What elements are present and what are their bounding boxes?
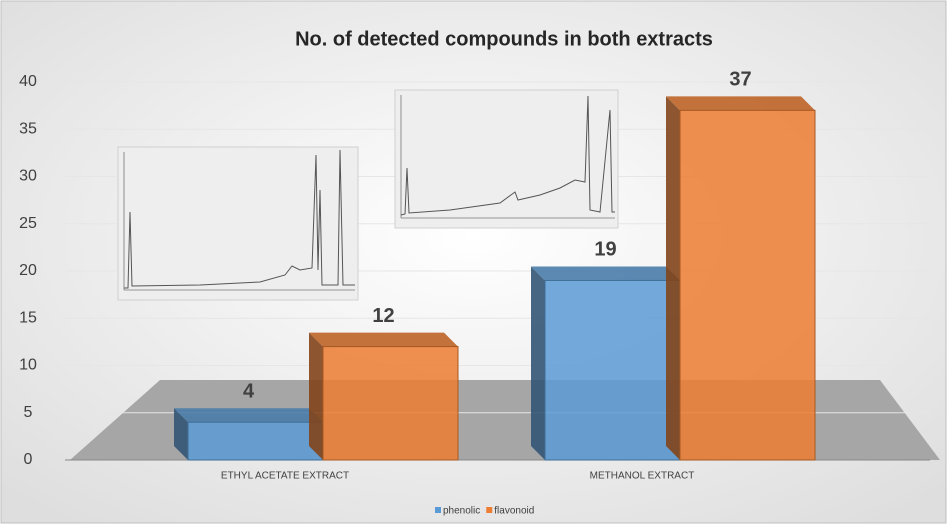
legend-label: phenolic — [443, 506, 480, 517]
y-tick-label: 25 — [19, 215, 37, 232]
chromatogram-image — [118, 147, 358, 300]
y-tick-label: 5 — [24, 404, 33, 421]
bar-top — [174, 408, 323, 422]
bar-side — [309, 333, 323, 460]
y-tick-label: 30 — [19, 168, 37, 185]
y-tick-label: 40 — [19, 73, 37, 90]
chart-title: No. of detected compounds in both extrac… — [295, 28, 713, 50]
legend-swatch — [435, 507, 441, 513]
y-tick-label: 15 — [19, 309, 37, 326]
chart: No. of detected compounds in both extrac… — [0, 0, 948, 525]
bar-side — [531, 266, 545, 460]
value-label: 4 — [243, 380, 255, 402]
x-tick-label: ETHYL ACETATE EXTRACT — [221, 471, 349, 482]
value-label: 19 — [594, 239, 616, 261]
bar-top — [531, 266, 680, 280]
value-label: 12 — [372, 305, 394, 327]
y-tick-label: 10 — [19, 357, 37, 374]
bar — [323, 347, 458, 460]
value-label: 37 — [729, 69, 751, 91]
y-tick-label: 20 — [19, 262, 37, 279]
y-tick-label: 35 — [19, 120, 37, 137]
x-tick-label: METHANOL EXTRACT — [590, 471, 695, 482]
bar-top — [309, 333, 458, 347]
y-tick-label: 0 — [24, 451, 33, 468]
bar — [680, 110, 815, 460]
legend-label: flavonoid — [494, 506, 534, 517]
bar-top — [666, 96, 815, 110]
chromatogram-image — [395, 90, 618, 228]
bar — [545, 280, 680, 460]
bar-side — [666, 96, 680, 460]
chromatogram-frame — [395, 90, 618, 228]
bar — [188, 422, 323, 460]
legend-swatch — [486, 507, 492, 513]
